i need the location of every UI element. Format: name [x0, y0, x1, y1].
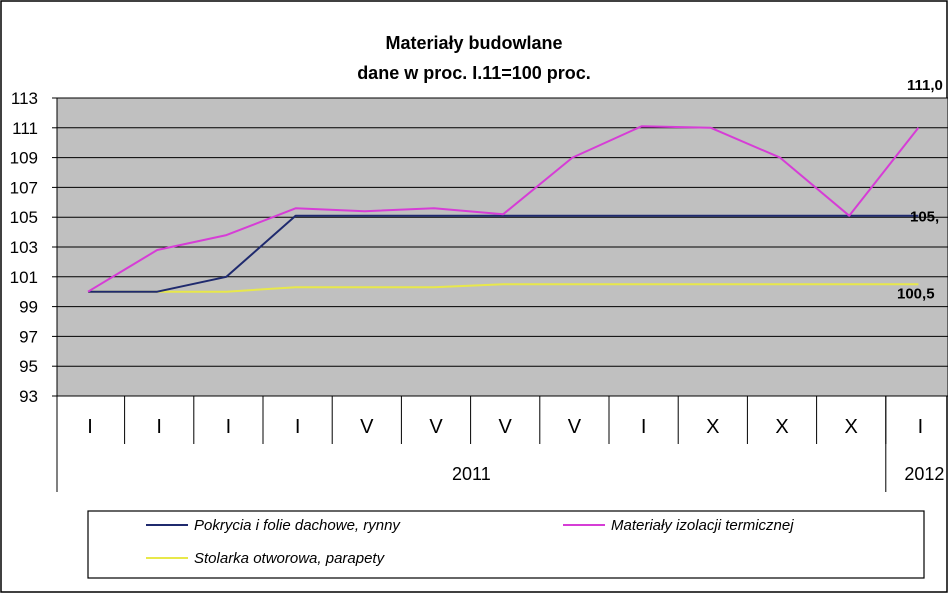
y-tick-label: 97	[19, 327, 38, 346]
y-tick-label: 99	[19, 298, 38, 317]
year-label: 2011	[452, 464, 491, 484]
x-tick-label: I	[295, 416, 301, 438]
end-value-label: 100,5	[897, 285, 935, 302]
legend-label: Stolarka otworowa, parapety	[194, 550, 386, 567]
legend-label: Pokrycia i folie dachowe, rynny	[194, 517, 401, 534]
x-tick-label: X	[775, 416, 788, 438]
y-tick-label: 107	[10, 178, 38, 197]
series-line	[88, 214, 919, 293]
x-tick-label: X	[706, 416, 719, 438]
x-tick-label: I	[156, 416, 162, 438]
legend-label: Materiały izolacji termicznej	[611, 517, 794, 534]
x-tick-label: I	[226, 416, 232, 438]
y-tick-label: 105	[10, 208, 38, 227]
series-line	[87, 125, 920, 293]
x-tick-label: V	[360, 416, 374, 438]
y-tick-label: 109	[10, 149, 38, 168]
year-label: 2012	[904, 464, 944, 484]
end-labels: 105, 111,0 100,5	[897, 77, 943, 302]
x-tick-label: I	[641, 416, 647, 438]
x-tick-label: I	[87, 416, 93, 438]
end-value-label: 111,0	[907, 77, 943, 94]
series-lines	[87, 125, 920, 293]
legend	[87, 510, 925, 579]
chart-subtitle: dane w proc. I.11=100 proc.	[357, 63, 591, 83]
y-axis: 113 111 109 107 105 103 101 99 97 95 93	[10, 89, 58, 406]
y-tick-label: 111	[12, 119, 38, 138]
x-tick-label: V	[568, 416, 582, 438]
y-tick-label: 95	[19, 357, 38, 376]
chart-title: Materiały budowlane	[385, 33, 562, 53]
y-tick-label: 113	[11, 89, 38, 108]
legend-entries: Pokrycia i folie dachowe, rynny Materiały…	[146, 517, 794, 567]
y-tick-label: 101	[10, 268, 38, 287]
x-tick-label: X	[845, 416, 858, 438]
end-value-label: 105,	[910, 209, 939, 226]
series-line	[88, 283, 919, 293]
x-tick-label: I	[918, 416, 924, 438]
x-axis: I I I I V V V V I X X X I 2011 2012	[56, 396, 944, 492]
y-tick-label: 93	[19, 387, 38, 406]
gridlines	[57, 97, 948, 397]
x-tick-label: V	[499, 416, 513, 438]
y-tick-label: 103	[10, 238, 38, 257]
x-tick-label: V	[429, 416, 443, 438]
